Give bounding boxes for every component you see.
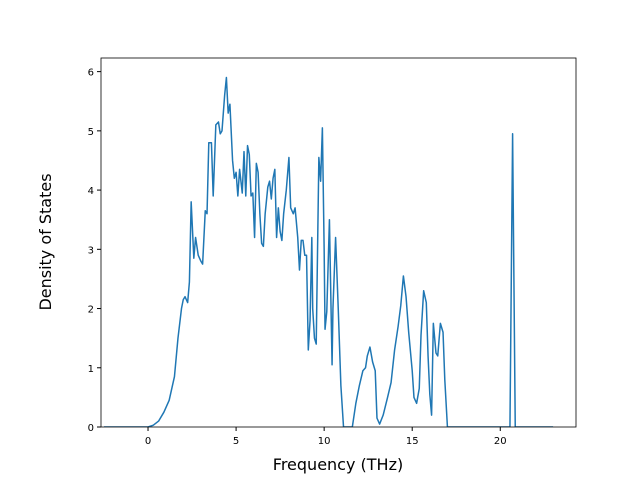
x-tick-label: 0 <box>145 436 151 447</box>
plot-frame <box>100 57 577 428</box>
x-tick-label: 5 <box>233 436 239 447</box>
y-tick-label: 5 <box>88 127 94 138</box>
y-axis-label: Density of States <box>36 173 55 310</box>
line <box>103 76 554 427</box>
y-tick-label: 4 <box>88 186 94 197</box>
x-tick-label: 15 <box>406 436 419 447</box>
x-axis-label: Frequency (THz) <box>273 455 403 474</box>
y-tick-label: 6 <box>88 68 94 79</box>
x-tick-label: 10 <box>318 436 331 447</box>
y-tick-label: 2 <box>88 305 94 316</box>
y-tick-label: 3 <box>88 245 94 256</box>
y-tick-label: 1 <box>88 364 94 375</box>
y-tick-label: 0 <box>88 423 94 434</box>
x-tick-label: 20 <box>494 436 507 447</box>
